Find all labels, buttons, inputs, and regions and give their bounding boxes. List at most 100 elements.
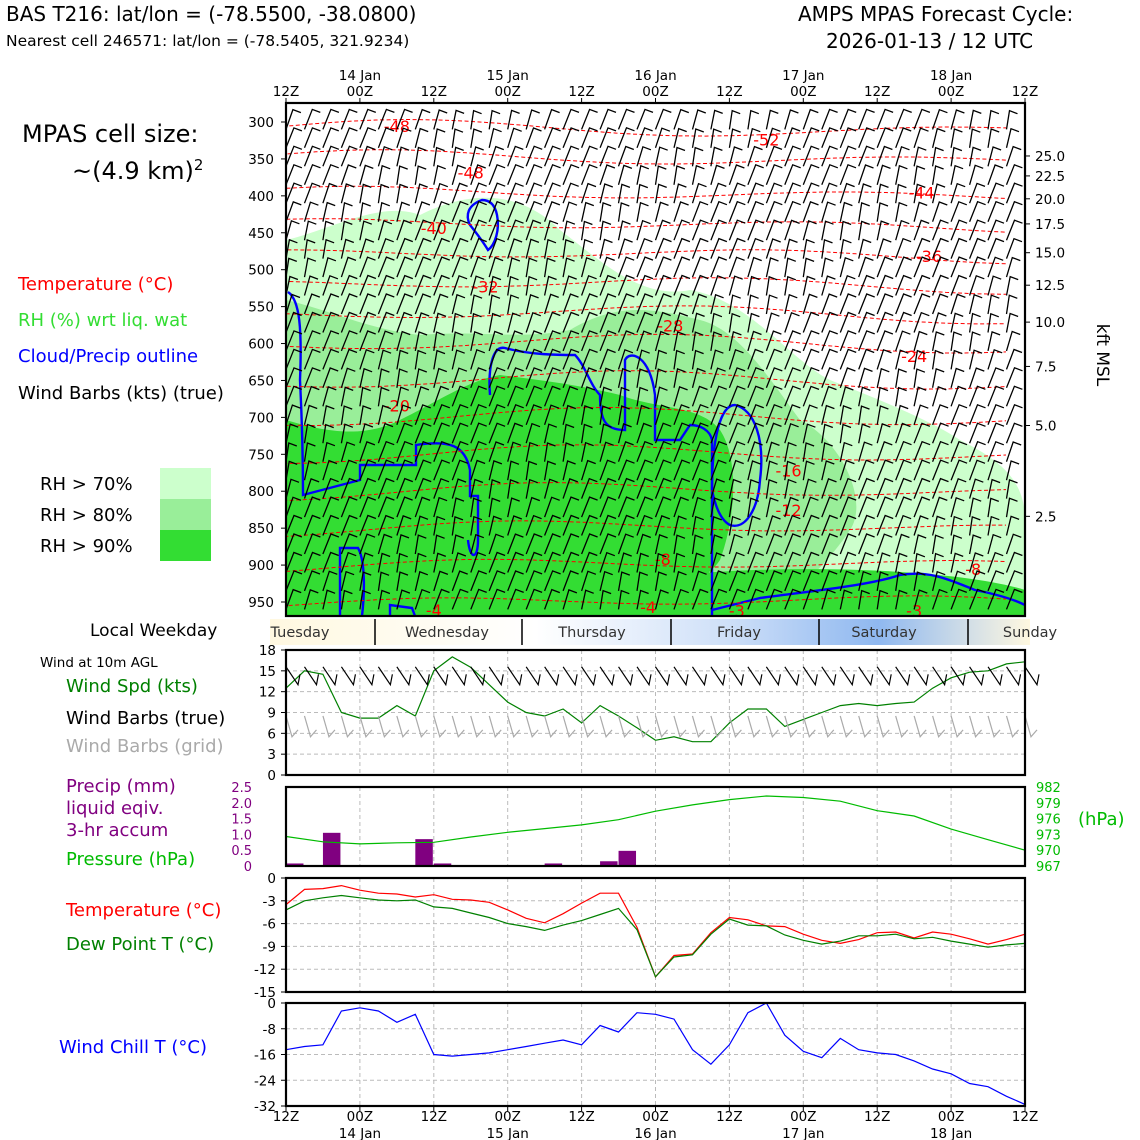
wind-barb	[858, 311, 875, 333]
wind-barb	[728, 551, 745, 573]
wind-barb	[543, 127, 561, 149]
wind-barb	[728, 109, 741, 130]
top-date-tick-label: 14 Jan	[339, 68, 381, 84]
wind-barb	[950, 256, 968, 278]
wind-barb	[802, 366, 820, 389]
wind-barb	[488, 256, 504, 278]
wind-barb	[359, 183, 372, 204]
cell-size-value: ~(4.9 km)	[72, 157, 194, 185]
wind-barb	[1024, 404, 1025, 407]
wind-barb	[451, 237, 469, 259]
wind-barb	[488, 312, 501, 333]
wind-barb	[654, 127, 671, 149]
precip-bar	[600, 861, 618, 866]
wind-barb	[507, 275, 519, 296]
wind-barb	[525, 441, 539, 462]
wind-barb	[673, 534, 686, 555]
wind-barb	[414, 386, 430, 407]
wind-barb	[470, 331, 483, 352]
wind-barb	[340, 256, 357, 278]
wind-barb	[340, 238, 355, 259]
wind-barb	[617, 164, 633, 185]
wind-barb	[802, 163, 820, 186]
wind-barb	[562, 348, 580, 370]
wind-barb	[802, 182, 820, 204]
grid-wind-barb	[654, 715, 668, 739]
wind-barb	[1005, 366, 1023, 389]
wind-barb	[858, 256, 874, 278]
wind-barb	[858, 238, 872, 259]
wind-barb	[931, 404, 949, 426]
top-time-tick-label: 00Z	[494, 84, 520, 100]
wind-barb	[580, 108, 598, 130]
wind-barb	[470, 478, 484, 499]
wind-barb	[451, 516, 464, 536]
precip-ytick-label: 2.0	[231, 797, 252, 812]
surface-wind-barb	[821, 666, 837, 687]
wind-barb	[931, 588, 948, 610]
wind-barb	[433, 109, 448, 130]
wind-barb	[673, 404, 690, 426]
bottom-time-tick-label: 00Z	[938, 1109, 964, 1125]
wind-barb	[765, 238, 781, 259]
wind-barb	[286, 330, 303, 352]
wind-barb	[839, 348, 857, 370]
wind-barb	[710, 200, 728, 222]
wind-barb	[599, 202, 612, 222]
top-time-tick-label: 00Z	[938, 84, 964, 100]
wind-barb	[303, 108, 321, 130]
wind-barb	[433, 440, 450, 462]
wind-barb	[396, 496, 413, 518]
wind-barb	[599, 551, 616, 573]
wind-barb	[654, 165, 667, 185]
wind-barb	[913, 552, 926, 573]
wind-barb	[876, 274, 894, 296]
wind-barb	[562, 330, 580, 352]
surface-wind-barb	[969, 666, 985, 687]
temperature-contour-label: -8	[965, 560, 981, 579]
wind-barb	[451, 182, 468, 204]
wind-barb	[802, 275, 816, 296]
wind-barb	[414, 588, 431, 610]
temp-ytick-label: -12	[254, 962, 276, 978]
wind-barb	[802, 514, 820, 536]
wind-barb	[673, 256, 691, 278]
wind-barb	[987, 312, 1000, 333]
wind-barb	[340, 330, 358, 352]
wind-barb	[691, 367, 706, 388]
wind-barb	[747, 294, 759, 315]
wind-barb	[876, 477, 894, 499]
wind-barb	[654, 552, 667, 573]
wind-barb	[950, 534, 963, 555]
wind-barb	[599, 533, 617, 555]
wind-barb	[636, 552, 649, 573]
wind-barb	[470, 385, 487, 407]
weekday-label: Thursday	[557, 625, 626, 641]
wind-barb	[784, 145, 802, 167]
wind-barb	[414, 165, 427, 185]
wind-barb	[747, 497, 760, 518]
wind-barb	[286, 404, 301, 426]
wind-barb	[673, 477, 691, 499]
wind-barb	[580, 127, 598, 149]
temp-ytick-label: -9	[263, 939, 276, 955]
wind-barb	[913, 534, 927, 555]
wind-barb	[488, 588, 506, 610]
wind-barb	[1005, 403, 1023, 426]
wind-barb	[710, 478, 725, 499]
wind-barb	[710, 459, 727, 481]
wind-barb	[451, 219, 469, 241]
wind-barb	[987, 367, 1005, 389]
wind-barb	[636, 589, 649, 610]
wind-barb	[931, 237, 949, 259]
wind-barb	[784, 570, 802, 592]
pressure-line	[285, 795, 1026, 851]
wind-barb	[488, 127, 502, 148]
wind-barb	[543, 533, 561, 555]
wind-barb	[654, 330, 670, 352]
wind-barb	[931, 386, 947, 407]
wind-barb	[543, 238, 557, 259]
wind-barb	[673, 570, 687, 592]
wind-barb	[396, 330, 411, 352]
windchill-ytick-label: -8	[263, 1022, 276, 1038]
